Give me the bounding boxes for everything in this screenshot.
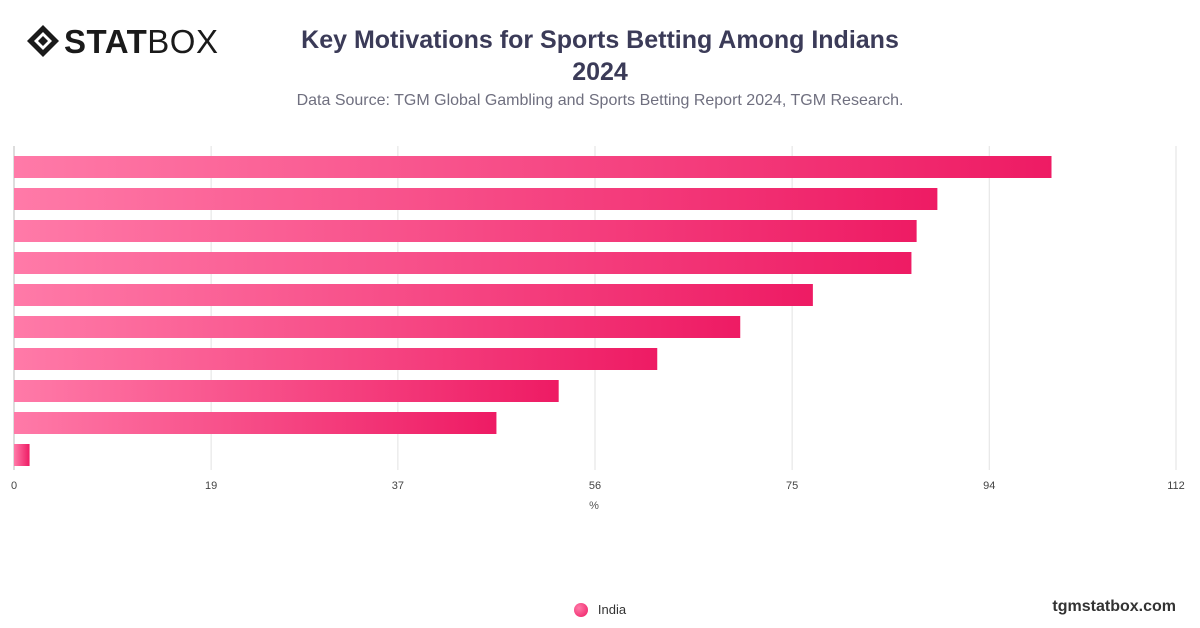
x-tick-label: 75 [786,480,798,492]
chart-title: Key Motivations for Sports Betting Among… [301,26,899,86]
brand-name-light: BOX [147,22,219,60]
brand-name-bold: STAT [64,22,148,60]
x-axis-ticks: 0 19 37 56 75 94 112 [11,480,1185,492]
x-tick-label: 19 [205,480,217,492]
x-tick-label: 112 [1167,480,1185,492]
bar[interactable] [14,220,917,242]
x-axis-label: % [589,500,599,512]
bar-chart: 0 19 37 56 75 94 112 % [11,146,1185,512]
brand-name: STATBOX [64,25,218,58]
bar[interactable] [14,156,1052,178]
x-tick-label: 94 [983,480,995,492]
x-tick-label: 0 [11,480,17,492]
bar[interactable] [14,188,938,210]
bars [14,156,1052,466]
diamond-logo-icon [27,25,59,57]
x-tick-label: 56 [589,480,601,492]
bar[interactable] [14,316,741,338]
chart-subtitle: Data Source: TGM Global Gambling and Spo… [296,92,904,109]
legend[interactable]: India [0,602,1200,617]
website-label: tgmstatbox.com [1052,598,1176,615]
bar[interactable] [14,380,559,402]
bar[interactable] [14,348,658,370]
bar[interactable] [14,252,912,274]
bar[interactable] [14,412,497,434]
bar[interactable] [14,284,813,306]
bar[interactable] [14,444,30,466]
x-tick-label: 37 [392,480,404,492]
legend-marker [573,602,588,617]
brand-logo: STATBOX [26,22,218,60]
legend-label: India [597,602,627,617]
